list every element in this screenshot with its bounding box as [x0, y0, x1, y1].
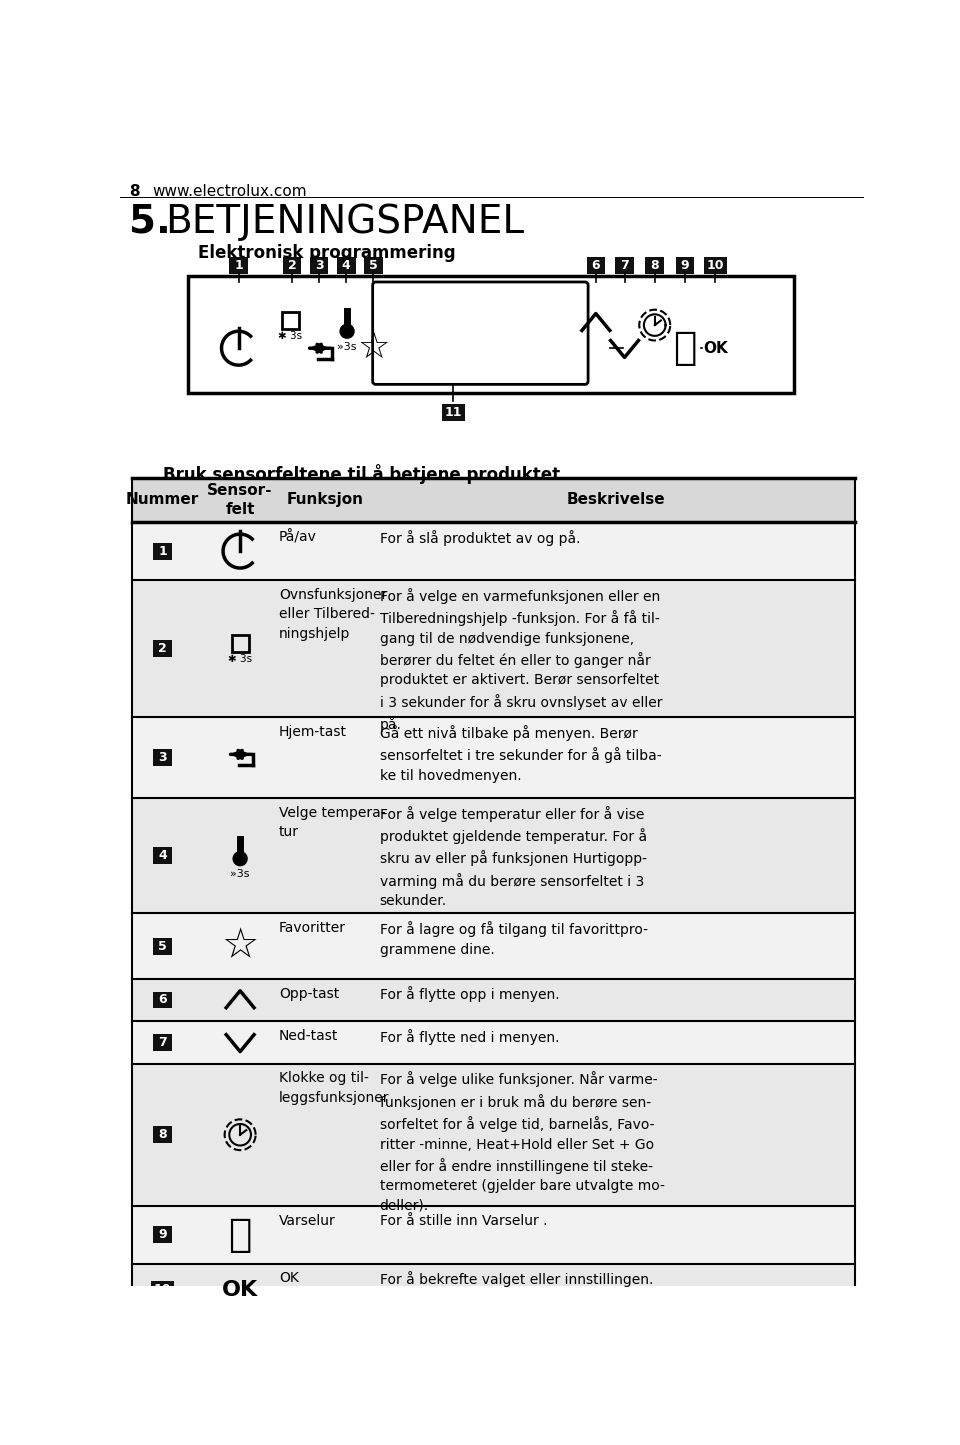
Text: ⍾: ⍾: [673, 329, 697, 367]
FancyBboxPatch shape: [132, 717, 854, 798]
FancyBboxPatch shape: [151, 1282, 175, 1299]
Text: ☆: ☆: [222, 925, 259, 967]
Text: For å velge temperatur eller for å vise
produktet gjeldende temperatur. For å
sk: For å velge temperatur eller for å vise …: [379, 805, 647, 909]
Text: Ned-tast: Ned-tast: [278, 1029, 338, 1043]
Text: ✱ 3s: ✱ 3s: [278, 331, 302, 341]
Text: For å flytte ned i menyen.: For å flytte ned i menyen.: [379, 1029, 559, 1045]
FancyBboxPatch shape: [132, 1264, 854, 1316]
FancyBboxPatch shape: [132, 579, 854, 717]
Text: OK: OK: [222, 1280, 258, 1300]
Text: 7: 7: [158, 1036, 167, 1049]
Text: 5: 5: [369, 259, 378, 272]
Text: For å bekrefte valget eller innstillingen.: For å bekrefte valget eller innstillinge…: [379, 1272, 653, 1287]
FancyBboxPatch shape: [154, 1227, 172, 1243]
Text: OK: OK: [278, 1272, 299, 1286]
Text: Funksjon: Funksjon: [287, 493, 364, 507]
Text: 9: 9: [158, 1228, 167, 1241]
Text: 3: 3: [315, 259, 324, 272]
Circle shape: [340, 324, 354, 338]
FancyBboxPatch shape: [132, 978, 854, 1022]
Text: 8: 8: [130, 184, 140, 199]
FancyBboxPatch shape: [154, 1126, 172, 1143]
Text: For å velge ulike funksjoner. Når varme-
funksjonen er i bruk må du berøre sen-
: For å velge ulike funksjoner. Når varme-…: [379, 1071, 664, 1212]
Text: Klokke og til-
leggsfunksjoner: Klokke og til- leggsfunksjoner: [278, 1071, 390, 1105]
Text: For å stille inn Varselur .: For å stille inn Varselur .: [379, 1214, 547, 1228]
FancyBboxPatch shape: [154, 543, 172, 559]
Text: 1: 1: [158, 545, 167, 558]
FancyBboxPatch shape: [442, 403, 465, 420]
FancyBboxPatch shape: [154, 1033, 172, 1051]
FancyBboxPatch shape: [132, 522, 854, 579]
Text: Bruk sensorfeltene til å betjene produktet: Bruk sensorfeltene til å betjene produkt…: [162, 464, 560, 484]
FancyBboxPatch shape: [704, 257, 727, 273]
FancyBboxPatch shape: [132, 1022, 854, 1064]
FancyBboxPatch shape: [229, 257, 248, 273]
FancyBboxPatch shape: [154, 749, 172, 766]
Text: »3s: »3s: [337, 341, 357, 351]
FancyBboxPatch shape: [154, 847, 172, 864]
Text: Sensor-
felt: Sensor- felt: [207, 483, 273, 517]
FancyBboxPatch shape: [364, 257, 383, 273]
Text: 5: 5: [158, 939, 167, 952]
Text: For å slå produktet av og på.: For å slå produktet av og på.: [379, 530, 580, 546]
FancyBboxPatch shape: [615, 257, 634, 273]
FancyBboxPatch shape: [283, 257, 301, 273]
FancyBboxPatch shape: [154, 640, 172, 657]
FancyBboxPatch shape: [132, 798, 854, 913]
Text: Gå ett nivå tilbake på menyen. Berør
sensorfeltet i tre sekunder for å gå tilba-: Gå ett nivå tilbake på menyen. Berør sen…: [379, 725, 661, 783]
FancyBboxPatch shape: [337, 257, 355, 273]
Text: Nummer: Nummer: [126, 493, 200, 507]
FancyBboxPatch shape: [154, 938, 172, 955]
FancyBboxPatch shape: [132, 913, 854, 978]
Text: ✱ 3s: ✱ 3s: [228, 655, 252, 665]
Text: 4: 4: [342, 259, 350, 272]
Text: Favoritter: Favoritter: [278, 920, 346, 935]
Text: For å velge en varmefunksjonen eller en
Tilberedningshjelp -funksjon. For å få t: For å velge en varmefunksjonen eller en …: [379, 588, 662, 733]
Text: ☆: ☆: [357, 331, 390, 366]
Text: 11: 11: [444, 406, 462, 419]
Text: 4: 4: [158, 850, 167, 863]
Text: 10: 10: [707, 259, 724, 272]
Text: 2: 2: [158, 642, 167, 655]
Text: 5.: 5.: [130, 202, 171, 241]
Circle shape: [233, 851, 247, 866]
Text: Hjem-tast: Hjem-tast: [278, 725, 347, 738]
Text: 10: 10: [154, 1283, 172, 1296]
Text: For å flytte opp i menyen.: For å flytte opp i menyen.: [379, 987, 560, 1003]
Text: Beskrivelse: Beskrivelse: [566, 493, 665, 507]
Text: For å lagre og få tilgang til favorittpro-
grammene dine.: For å lagre og få tilgang til favorittpr…: [379, 920, 648, 957]
Text: BETJENINGSPANEL: BETJENINGSPANEL: [165, 202, 524, 241]
Text: 2: 2: [288, 259, 297, 272]
Text: ⍾: ⍾: [228, 1215, 252, 1254]
FancyBboxPatch shape: [132, 477, 854, 522]
Text: På/av: På/av: [278, 530, 317, 545]
Text: Opp-tast: Opp-tast: [278, 987, 339, 1000]
Text: 6: 6: [158, 994, 167, 1007]
Text: 3: 3: [158, 751, 167, 764]
Text: Elektronisk programmering: Elektronisk programmering: [198, 244, 455, 262]
Text: 7: 7: [620, 259, 629, 272]
FancyBboxPatch shape: [132, 1207, 854, 1264]
FancyBboxPatch shape: [676, 257, 694, 273]
Text: 1: 1: [234, 259, 243, 272]
Text: 6: 6: [591, 259, 600, 272]
FancyBboxPatch shape: [154, 991, 172, 1009]
Text: 8: 8: [651, 259, 660, 272]
Text: 8: 8: [158, 1129, 167, 1142]
FancyBboxPatch shape: [132, 1064, 854, 1207]
Text: Velge tempera-
tur: Velge tempera- tur: [278, 805, 386, 840]
FancyBboxPatch shape: [645, 257, 664, 273]
FancyBboxPatch shape: [310, 257, 328, 273]
FancyBboxPatch shape: [587, 257, 605, 273]
Text: »3s: »3s: [230, 868, 250, 879]
Text: Varselur: Varselur: [278, 1214, 336, 1228]
Text: www.electrolux.com: www.electrolux.com: [153, 184, 307, 199]
Text: 9: 9: [681, 259, 689, 272]
Text: Ovnsfunksjoner
eller Tilbered-
ningshjelp: Ovnsfunksjoner eller Tilbered- ningshjel…: [278, 588, 387, 640]
Text: OK: OK: [703, 341, 728, 355]
